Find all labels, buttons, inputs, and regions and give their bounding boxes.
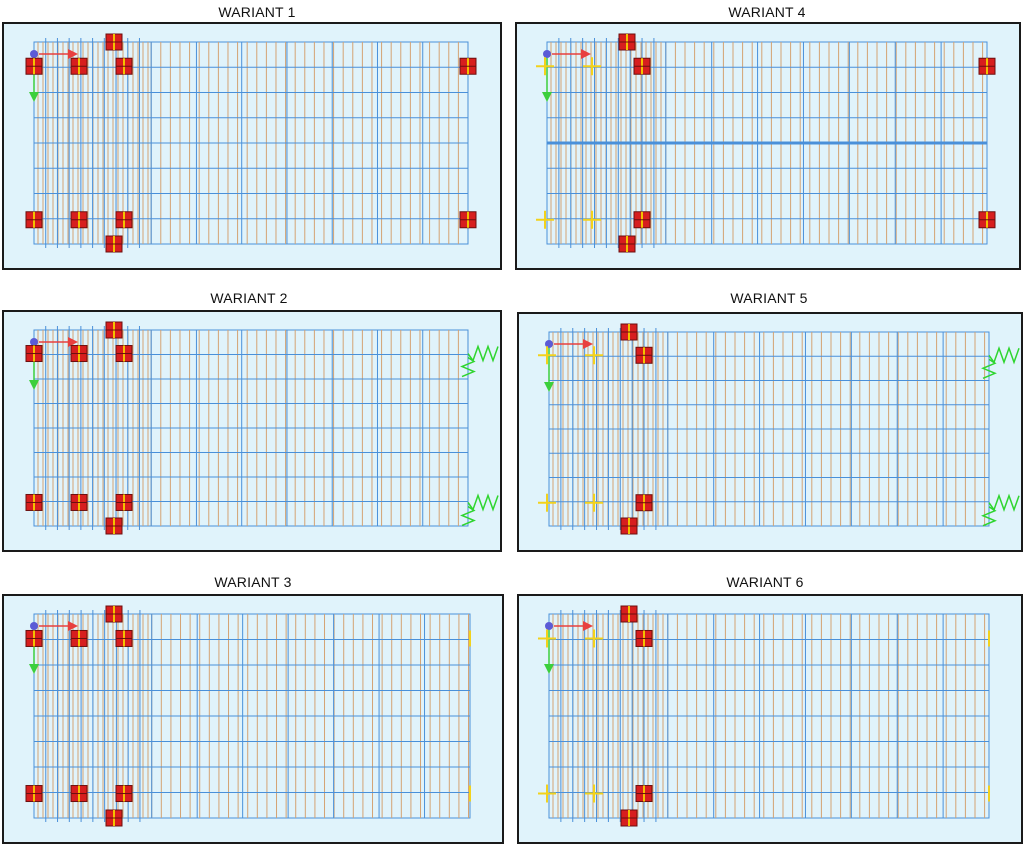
structure-diagram [538, 605, 990, 827]
structure-diagram [25, 321, 499, 535]
spring-support [981, 506, 997, 527]
variant-5-panel [517, 312, 1023, 552]
variant-2-title: WARIANT 2 [210, 290, 288, 306]
structure-diagram [536, 33, 996, 253]
variant-1-panel [2, 22, 502, 270]
y-axis-arrow [29, 92, 39, 102]
variant-6-panel [517, 594, 1023, 844]
y-axis-arrow [544, 664, 554, 674]
y-axis-arrow [544, 382, 554, 392]
x-axis-arrow [581, 49, 591, 59]
origin-marker [545, 622, 553, 630]
spring-support [988, 493, 1020, 512]
spring-support [467, 493, 499, 512]
variant-5-title: WARIANT 5 [730, 290, 808, 306]
origin-marker [30, 338, 38, 346]
origin-marker [543, 50, 551, 58]
structure-diagram [25, 605, 471, 827]
spring-support [460, 356, 476, 378]
structure-diagram [538, 323, 1020, 535]
x-axis-arrow [68, 337, 78, 347]
x-axis-arrow [68, 621, 78, 631]
y-axis-arrow [29, 664, 39, 674]
origin-marker [30, 622, 38, 630]
variant-1-title: WARIANT 1 [218, 4, 296, 20]
variant-6-title: WARIANT 6 [726, 574, 804, 590]
spring-support [981, 358, 997, 379]
structure-diagram [25, 33, 477, 253]
spring-support [988, 346, 1020, 365]
variant-3-title: WARIANT 3 [214, 574, 292, 590]
variant-2-panel [2, 310, 502, 552]
variant-4-panel [515, 22, 1021, 270]
variant-3-panel [2, 594, 504, 844]
spring-support [460, 505, 476, 527]
x-axis-arrow [583, 621, 593, 631]
y-axis-arrow [29, 380, 39, 390]
y-axis-arrow [542, 92, 552, 102]
origin-marker [30, 50, 38, 58]
origin-marker [545, 340, 553, 348]
variant-4-title: WARIANT 4 [728, 4, 806, 20]
spring-support [467, 344, 499, 363]
x-axis-arrow [583, 339, 593, 349]
x-axis-arrow [68, 49, 78, 59]
